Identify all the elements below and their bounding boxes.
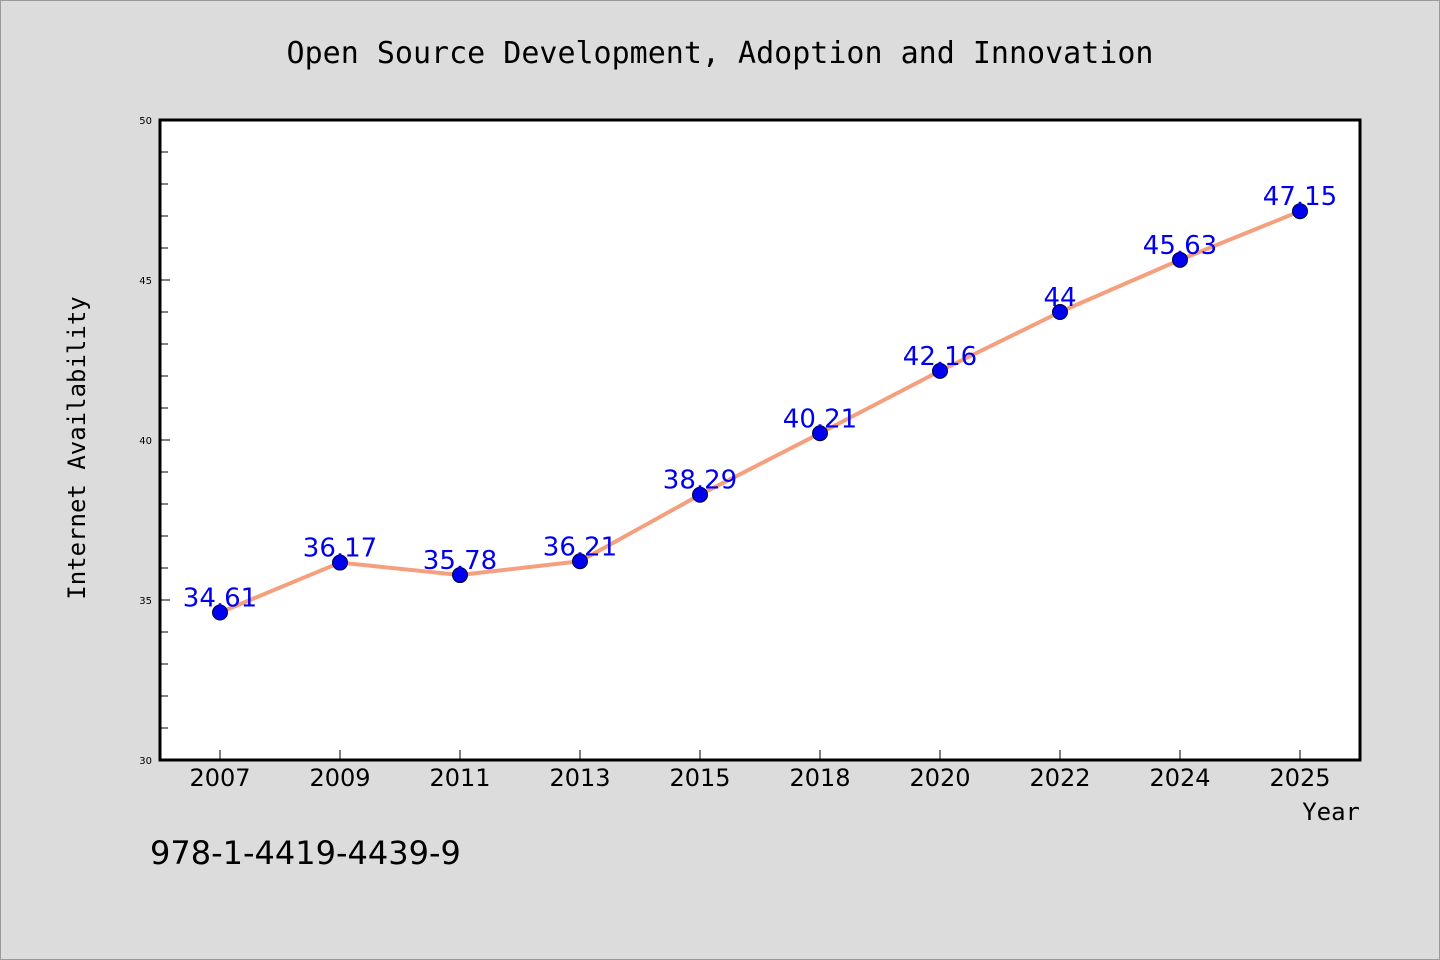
series-line: [218, 209, 1302, 615]
x-axis: 2007 2009 2011 2013 2015 2018 2020 2022 2024 2025: [189, 750, 1331, 792]
y-tick-label: 40: [139, 436, 152, 447]
x-tick-label: 2011: [429, 764, 490, 792]
data-label: 44: [1043, 283, 1076, 313]
y-tick-label: 30: [139, 756, 152, 767]
data-label: 34.61: [183, 583, 257, 613]
data-point: [1292, 203, 1308, 220]
data-point: [212, 604, 228, 621]
series: 34.61 36.17 35.78 36.21 38.29 40.21 42.16 44 45.…: [183, 182, 1337, 621]
data-label: 42.16: [903, 342, 977, 372]
data-point: [572, 553, 588, 570]
x-tick-label: 2025: [1269, 764, 1330, 792]
data-label: 36.21: [543, 532, 617, 562]
x-tick-label: 2024: [1149, 764, 1210, 792]
data-label: 36.17: [303, 534, 377, 564]
x-tick-label: 2018: [789, 764, 850, 792]
x-tick-label: 2013: [549, 764, 610, 792]
isbn-text: 978-1-4419-4439-9: [150, 834, 461, 872]
y-axis-label: Internet Availability: [63, 296, 91, 599]
data-label: 45.63: [1143, 231, 1217, 261]
data-point: [1052, 304, 1068, 320]
y-tick-label: 45: [139, 276, 152, 287]
x-tick-label: 2007: [189, 764, 250, 792]
data-label: 38.29: [663, 466, 737, 496]
plot-area: [158, 118, 1362, 762]
data-label: 47.15: [1263, 182, 1337, 212]
x-tick-label: 2009: [309, 764, 370, 792]
data-label: 35.78: [423, 546, 497, 576]
x-axis-label: Year: [1302, 798, 1360, 826]
x-tick-label: 2022: [1029, 764, 1090, 792]
data-point: [932, 362, 948, 379]
data-point: [332, 554, 348, 571]
chart-title: Open Source Development, Adoption and In…: [287, 36, 1154, 71]
data-point: [1172, 251, 1188, 268]
data-point: [812, 425, 828, 442]
y-tick-label: 50: [139, 116, 152, 127]
data-point: [452, 567, 468, 584]
x-tick-label: 2020: [909, 764, 970, 792]
x-tick-label: 2015: [669, 764, 730, 792]
y-tick-label: 35: [139, 596, 152, 607]
data-point: [692, 486, 708, 503]
data-label: 40.21: [783, 404, 857, 434]
y-axis: 30 35 40 45 50: [139, 116, 170, 767]
